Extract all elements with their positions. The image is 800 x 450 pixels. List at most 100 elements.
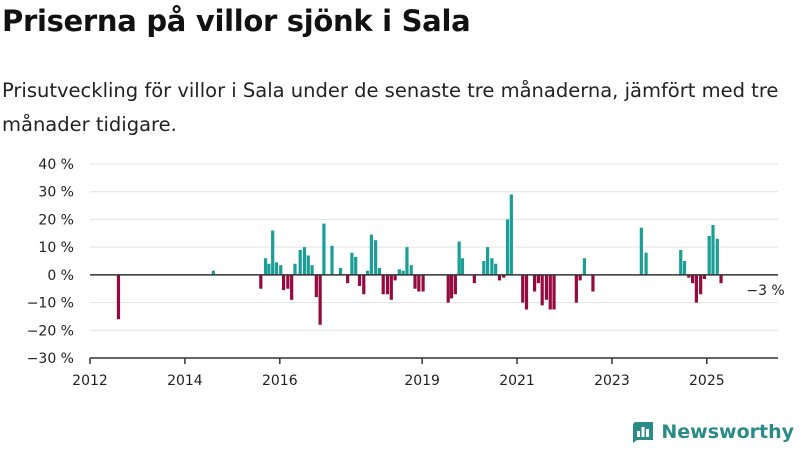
bar <box>330 245 334 275</box>
y-tick-label: −10 % <box>27 296 74 312</box>
x-tick-label: 2023 <box>594 373 630 389</box>
logo-text: Newsworthy <box>661 421 794 443</box>
bar <box>536 274 540 284</box>
y-tick-label: −20 % <box>27 323 74 339</box>
bar <box>682 261 687 275</box>
x-tick-label: 2016 <box>262 373 298 389</box>
axes <box>89 274 778 364</box>
bar <box>290 274 294 300</box>
bar <box>259 274 263 289</box>
bar <box>298 249 302 275</box>
bar <box>350 252 354 275</box>
bar <box>548 274 552 310</box>
newsworthy-logo: Newsworthy <box>631 420 794 444</box>
x-tick-label: 2014 <box>167 373 203 389</box>
bar <box>690 274 695 284</box>
bar <box>263 258 268 275</box>
bar <box>578 274 582 281</box>
bar <box>552 274 556 310</box>
bar <box>591 274 595 292</box>
bar <box>385 274 390 295</box>
bar <box>715 238 719 275</box>
bar <box>509 194 513 275</box>
bar <box>362 274 366 295</box>
bar <box>346 274 350 284</box>
bar <box>453 274 457 295</box>
bar <box>707 236 711 275</box>
bar <box>505 219 510 275</box>
bar <box>389 274 393 300</box>
bar <box>540 274 544 306</box>
bar <box>490 258 494 275</box>
bar <box>574 274 578 303</box>
x-tick-label: 2019 <box>404 373 440 389</box>
bar <box>286 274 290 289</box>
latest-value-annotation: −3 % <box>746 283 784 299</box>
x-tick-label: 2025 <box>689 373 725 389</box>
y-tick-label: 0 % <box>47 268 74 284</box>
y-tick-label: 20 % <box>38 212 74 228</box>
bar <box>644 252 648 275</box>
y-tick-label: 30 % <box>38 185 74 201</box>
bar <box>401 270 405 275</box>
bar-chart-logo-icon <box>633 422 654 443</box>
bar <box>374 240 378 275</box>
bar <box>274 262 279 275</box>
bar <box>494 263 498 275</box>
bar <box>310 265 314 275</box>
bar <box>306 255 310 275</box>
bar <box>711 224 715 275</box>
bar <box>413 274 417 289</box>
bar <box>679 249 683 275</box>
bar <box>449 274 454 299</box>
bar <box>116 274 121 320</box>
bar <box>521 274 525 303</box>
bar <box>719 274 723 284</box>
bar <box>397 269 401 275</box>
bar <box>699 274 703 295</box>
bar <box>211 270 215 275</box>
bar <box>393 274 397 281</box>
bar <box>421 274 425 292</box>
bar <box>409 265 413 275</box>
bar <box>482 261 486 275</box>
bar <box>417 274 421 292</box>
gridlines <box>90 163 778 359</box>
y-tick-label: −30 % <box>27 351 74 367</box>
bar <box>279 265 283 275</box>
bar <box>293 263 297 275</box>
chart-subtitle: Prisutveckling för villor i Sala under d… <box>2 79 779 136</box>
bar <box>702 274 707 280</box>
x-tick-label: 2021 <box>499 373 535 389</box>
bar <box>694 274 698 303</box>
bar <box>532 274 537 292</box>
bar <box>405 247 409 275</box>
bar <box>582 258 587 275</box>
bar <box>302 247 307 275</box>
bar <box>446 274 450 303</box>
bar <box>354 256 358 275</box>
bar <box>524 274 529 310</box>
bar <box>267 263 271 275</box>
bar <box>457 241 461 275</box>
tick-labels: −30 % −20 % −10 % 0 % 10 % 20 % 30 % 40 % 2012 20… <box>27 157 785 389</box>
bar <box>544 274 549 300</box>
bar <box>322 223 326 275</box>
x-tick-label: 2012 <box>72 373 108 389</box>
bar <box>271 230 275 275</box>
bars <box>116 194 723 325</box>
y-tick-label: 10 % <box>38 240 74 256</box>
bar <box>502 274 506 278</box>
bar <box>381 274 385 295</box>
bar <box>314 274 318 298</box>
bar <box>460 258 465 275</box>
bar <box>369 234 373 275</box>
bar <box>365 270 370 275</box>
bar <box>639 227 643 275</box>
bar <box>357 274 362 286</box>
bar <box>281 274 286 291</box>
bar <box>377 267 382 275</box>
bar <box>486 247 490 275</box>
bar <box>687 274 691 278</box>
